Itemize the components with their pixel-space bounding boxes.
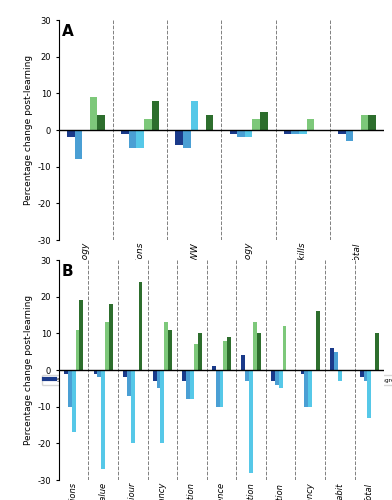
Bar: [260, 112, 268, 130]
Bar: [156, 370, 160, 388]
Bar: [206, 116, 213, 130]
Bar: [227, 337, 231, 370]
Bar: [212, 366, 216, 370]
Bar: [72, 370, 76, 432]
Bar: [299, 130, 307, 134]
Bar: [94, 370, 97, 374]
Bar: [368, 116, 376, 130]
Bar: [245, 130, 252, 138]
Text: B: B: [62, 264, 74, 280]
Bar: [338, 370, 342, 381]
Bar: [291, 130, 299, 134]
Bar: [68, 370, 72, 406]
Bar: [152, 100, 159, 130]
Text: A: A: [62, 24, 74, 40]
Bar: [249, 370, 253, 472]
Bar: [216, 370, 220, 406]
Bar: [182, 370, 186, 381]
Bar: [360, 370, 364, 378]
Legend: Strongly disagree, Somewhat disagree, Neither agree nor disagree, Somewhat agree: Strongly disagree, Somewhat disagree, Ne…: [42, 375, 392, 385]
Bar: [361, 116, 368, 130]
Bar: [305, 370, 308, 406]
Bar: [346, 130, 353, 141]
Bar: [338, 130, 346, 134]
Bar: [375, 334, 379, 370]
Bar: [74, 130, 82, 160]
Bar: [230, 130, 237, 134]
Bar: [330, 348, 334, 370]
Bar: [138, 282, 142, 370]
Bar: [301, 370, 305, 374]
Bar: [64, 370, 68, 374]
Bar: [275, 370, 279, 384]
Bar: [186, 370, 190, 400]
Bar: [191, 100, 198, 130]
Bar: [153, 370, 156, 381]
Y-axis label: Percentage change post-learning: Percentage change post-learning: [24, 55, 33, 205]
Bar: [105, 322, 109, 370]
Bar: [279, 370, 283, 388]
Bar: [164, 322, 168, 370]
Bar: [284, 130, 291, 134]
Bar: [131, 370, 135, 444]
Bar: [308, 370, 312, 406]
Bar: [97, 116, 105, 130]
Bar: [97, 370, 101, 378]
Bar: [109, 304, 113, 370]
Bar: [79, 300, 83, 370]
Bar: [283, 326, 287, 370]
Bar: [237, 130, 245, 138]
Y-axis label: Percentage change post-learning: Percentage change post-learning: [24, 295, 33, 445]
Bar: [364, 370, 367, 381]
Bar: [160, 370, 164, 444]
Bar: [183, 130, 191, 148]
Bar: [334, 352, 338, 370]
Bar: [136, 130, 144, 148]
Bar: [168, 330, 172, 370]
Bar: [307, 119, 314, 130]
Bar: [253, 322, 257, 370]
Bar: [367, 370, 371, 418]
Bar: [101, 370, 105, 469]
Bar: [123, 370, 127, 378]
Bar: [316, 312, 320, 370]
Bar: [241, 356, 245, 370]
Bar: [220, 370, 223, 406]
Bar: [198, 334, 201, 370]
Bar: [175, 130, 183, 144]
Bar: [144, 119, 152, 130]
Bar: [252, 119, 260, 130]
Bar: [271, 370, 275, 381]
Bar: [67, 130, 74, 138]
Bar: [121, 130, 129, 134]
Bar: [257, 334, 261, 370]
Bar: [90, 97, 97, 130]
Bar: [194, 344, 198, 370]
Bar: [245, 370, 249, 381]
Bar: [129, 130, 136, 148]
Bar: [127, 370, 131, 396]
Bar: [76, 330, 79, 370]
Bar: [190, 370, 194, 400]
Bar: [223, 340, 227, 370]
